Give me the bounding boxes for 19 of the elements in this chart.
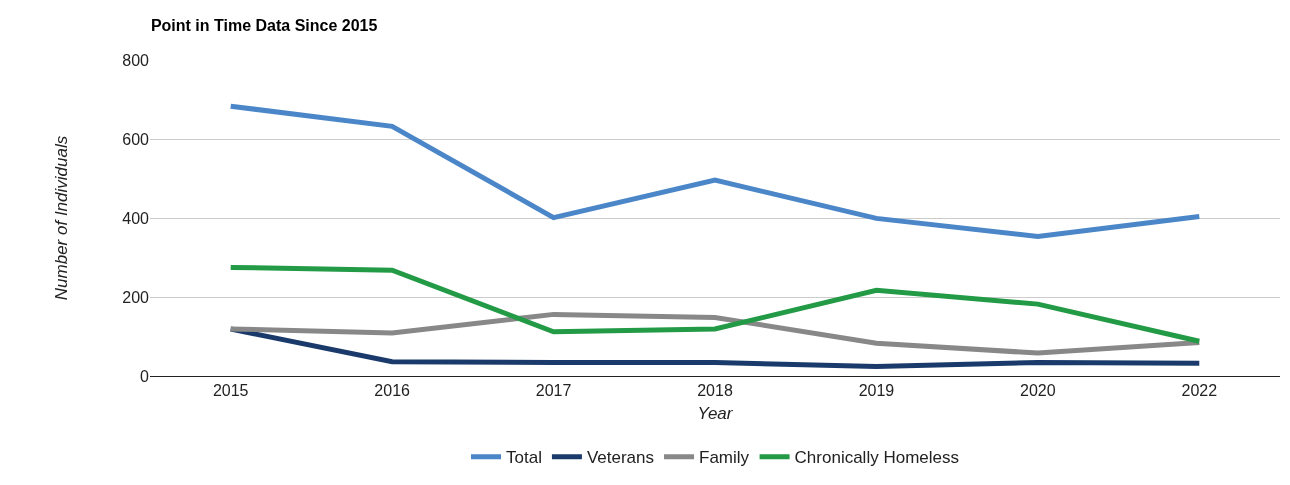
y-tick-label: 400 bbox=[122, 209, 150, 227]
y-tick-label: 600 bbox=[122, 130, 150, 148]
x-tick-label: 2019 bbox=[858, 382, 895, 400]
legend-label: Veterans bbox=[586, 448, 655, 468]
y-tick-label: 200 bbox=[122, 288, 150, 306]
x-tick-label: 2017 bbox=[535, 382, 572, 400]
y-tick-label: 0 bbox=[140, 367, 150, 385]
legend-label: Total bbox=[506, 448, 542, 468]
y-tick-label: 800 bbox=[122, 51, 150, 69]
y-axis-title: Number of Individuals bbox=[51, 135, 71, 301]
x-axis-title: Year bbox=[697, 403, 734, 423]
legend-label: Chronically Homeless bbox=[794, 448, 959, 468]
x-tick-label: 2015 bbox=[212, 382, 249, 400]
legend-label: Family bbox=[699, 448, 750, 468]
x-tick-label: 2016 bbox=[374, 382, 411, 400]
chart-title: Point in Time Data Since 2015 bbox=[150, 16, 378, 34]
x-tick-label: 2018 bbox=[697, 382, 733, 400]
x-tick-label: 2022 bbox=[1181, 382, 1218, 400]
x-tick-label: 2020 bbox=[1020, 382, 1056, 400]
